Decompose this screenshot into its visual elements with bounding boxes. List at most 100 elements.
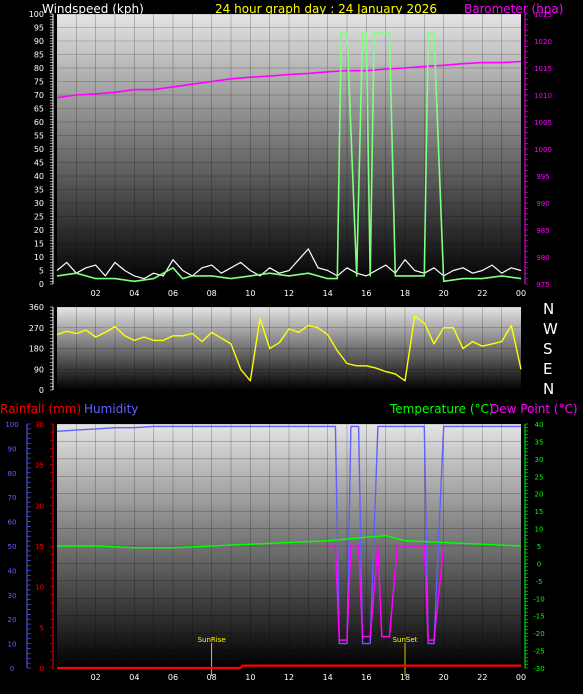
rainfall-line [57, 664, 521, 670]
wind-y-tick-label: 95 [34, 24, 44, 33]
humidity-y-tick-label: 90 [8, 445, 17, 453]
humidity-y-tick-label: 10 [8, 641, 17, 649]
wind-y-tick-label: 15 [34, 240, 44, 249]
barometer-axis-title: Barometer (hpa) [464, 2, 564, 16]
humidity-y-tick-label: 80 [8, 470, 17, 478]
wind-y-tick-label: 75 [34, 78, 44, 87]
lower-x-tick-label: 00 [516, 673, 526, 682]
direction-y-tick-label: 360 [29, 303, 44, 312]
wind-direction-line [56, 315, 522, 382]
wind-x-tick-label: 12 [284, 289, 294, 298]
rain-y-tick-label: 10 [35, 584, 44, 592]
wind-y-tick-label: 65 [34, 105, 44, 114]
wind-x-tick-label: 20 [439, 289, 449, 298]
baro-y-tick-label: 975 [536, 281, 549, 289]
temperature-y-tick-label: 15 [535, 508, 544, 516]
wind-x-tick-label: 14 [323, 289, 333, 298]
direction-panel-background [57, 307, 521, 390]
temperature-y-tick-label: -30 [533, 665, 544, 673]
humidity-y-tick-label: 50 [8, 543, 17, 551]
wind-x-tick-label: 10 [245, 289, 255, 298]
wind-y-tick-label: 70 [34, 91, 44, 100]
sunset-label: SunSet [393, 636, 418, 644]
humidity-y-tick-label: 0 [10, 665, 14, 673]
humidity-y-tick-label: 40 [8, 567, 17, 575]
direction-y-tick-label: 180 [29, 345, 44, 354]
temperature-line [57, 534, 522, 549]
lower-x-tick-label: 12 [284, 673, 294, 682]
temperature-y-tick-label: 40 [535, 421, 544, 429]
baro-y-tick-label: 1020 [534, 38, 552, 46]
rain-y-tick-label: 15 [35, 543, 44, 551]
wind-x-tick-label: 06 [168, 289, 178, 298]
wind-panel-background [57, 14, 521, 284]
wind-x-tick-label: 22 [477, 289, 487, 298]
humidity-y-tick-label: 30 [8, 592, 17, 600]
dewpoint-axis-title: Dew Point (°C) [490, 402, 578, 416]
compass-letter-s: S [543, 340, 553, 358]
lower-x-tick-label: 16 [361, 673, 371, 682]
direction-y-tick-label: 90 [34, 365, 44, 374]
wind-y-tick-label: 100 [29, 10, 44, 19]
wind-y-tick-label: 55 [34, 132, 44, 141]
baro-y-tick-label: 1000 [534, 146, 552, 154]
wind-y-tick-label: 5 [39, 267, 44, 276]
temperature-axis-title: Temperature (°C) [390, 402, 494, 416]
rain-y-tick-label: 25 [35, 462, 44, 470]
dewpoint-line [327, 545, 445, 641]
baro-y-tick-label: 1025 [534, 11, 552, 19]
sunrise-label: SunRise [198, 636, 226, 644]
lower-x-tick-label: 06 [168, 673, 178, 682]
humidity-line [56, 425, 521, 645]
humidity-y-tick-label: 70 [8, 494, 17, 502]
baro-y-tick-label: 985 [536, 227, 549, 235]
wind-y-tick-label: 30 [34, 199, 44, 208]
temperature-y-tick-label: -25 [533, 648, 544, 656]
baro-y-tick-label: 980 [536, 254, 549, 262]
wind-y-tick-label: 80 [34, 64, 44, 73]
humidity-y-tick-label: 20 [8, 616, 17, 624]
temperature-y-tick-label: 0 [537, 560, 541, 568]
compass-letter-n-top: N [543, 300, 555, 318]
wind-y-tick-label: 0 [39, 280, 44, 289]
temperature-y-tick-label: 20 [535, 491, 544, 499]
windspeed-axis-title: Windspeed (kph) [42, 2, 144, 16]
rain-y-tick-label: 20 [35, 502, 44, 510]
lower-x-tick-label: 14 [323, 673, 333, 682]
baro-y-tick-label: 1005 [534, 119, 552, 127]
graph-title: 24 hour graph day : 24 January 2026 [215, 2, 437, 16]
wind-y-tick-label: 10 [34, 253, 44, 262]
rain-y-tick-label: 5 [40, 624, 44, 632]
humidity-y-tick-label: 60 [8, 519, 17, 527]
compass-letter-e: E [543, 360, 553, 378]
direction-y-tick-label: 0 [39, 386, 44, 395]
lower-x-tick-label: 08 [207, 673, 217, 682]
rainfall-axis-title: Rainfall (mm) [0, 402, 82, 416]
wind-y-tick-label: 85 [34, 51, 44, 60]
wind-y-tick-label: 25 [34, 213, 44, 222]
humidity-y-tick-label: 100 [5, 421, 18, 429]
temperature-y-tick-label: 5 [537, 543, 541, 551]
wind-y-tick-label: 20 [34, 226, 44, 235]
baro-y-tick-label: 1010 [534, 92, 552, 100]
rain-y-tick-label: 0 [40, 665, 44, 673]
wind-x-tick-label: 02 [91, 289, 101, 298]
wind-gust-line [56, 32, 522, 283]
humidity-axis-title: Humidity [84, 402, 139, 416]
lower-x-tick-label: 20 [439, 673, 449, 682]
lower-x-tick-label: 02 [91, 673, 101, 682]
lower-x-tick-label: 04 [129, 673, 139, 682]
temperature-y-tick-label: 10 [535, 526, 544, 534]
temperature-y-tick-label: 30 [535, 456, 544, 464]
temperature-y-tick-label: -5 [536, 578, 543, 586]
lower-x-tick-label: 22 [477, 673, 487, 682]
rain-y-tick-label: 30 [35, 421, 44, 429]
wind-y-tick-label: 50 [34, 145, 44, 154]
wind-x-tick-label: 04 [129, 289, 139, 298]
baro-y-tick-label: 1015 [534, 65, 552, 73]
temperature-y-tick-label: -15 [533, 613, 544, 621]
compass-letter-n-bottom: N [543, 380, 555, 398]
wind-y-tick-label: 45 [34, 159, 44, 168]
compass-letter-w: W [543, 320, 558, 338]
